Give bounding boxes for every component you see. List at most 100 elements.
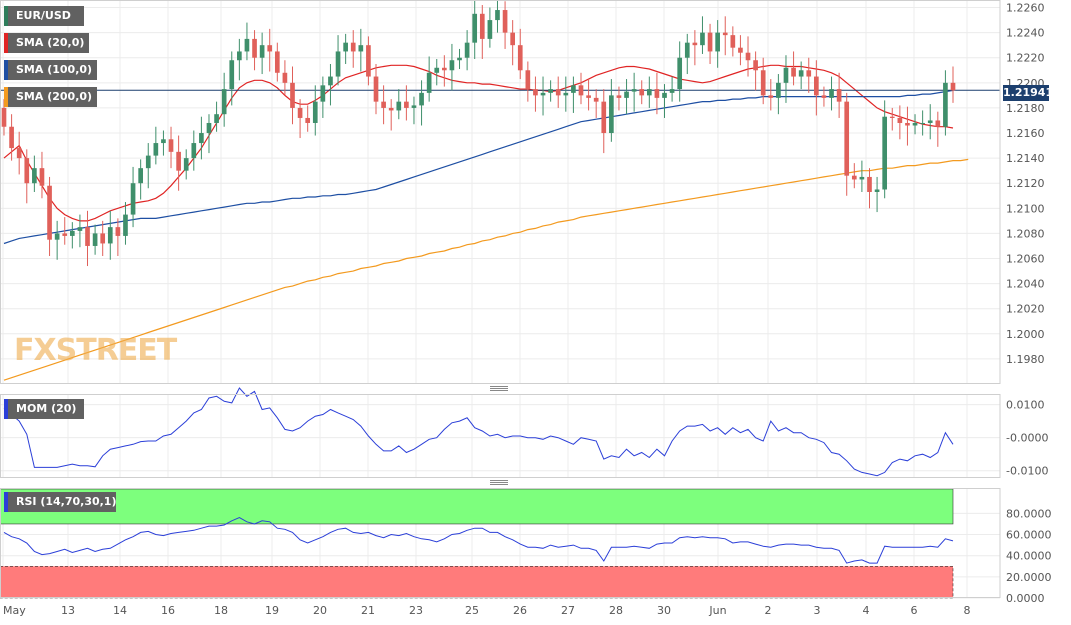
candle-body bbox=[669, 89, 675, 93]
y-tick-label: 0.0100 bbox=[1006, 399, 1045, 412]
y-tick-label: 80.0000 bbox=[1006, 507, 1052, 520]
candle-body bbox=[563, 92, 569, 96]
legend-sma200[interactable]: SMA (200,0) bbox=[4, 87, 97, 107]
candle-body bbox=[39, 168, 45, 186]
y-tick-label: 1.2120 bbox=[1006, 177, 1045, 190]
candle-body bbox=[161, 139, 166, 144]
candle-body bbox=[358, 45, 364, 52]
x-tick-label: 18 bbox=[214, 604, 228, 617]
x-tick-label: 2 bbox=[765, 604, 772, 617]
candle-body bbox=[54, 233, 60, 240]
rsi-bands bbox=[0, 488, 954, 599]
candle-body bbox=[457, 57, 462, 61]
y-tick-label: 1.2080 bbox=[1006, 227, 1045, 240]
candle-body bbox=[836, 89, 842, 102]
candle-body bbox=[533, 89, 538, 96]
y-tick-label: -0.0100 bbox=[1006, 465, 1048, 478]
candle-body bbox=[176, 151, 181, 171]
candle-body bbox=[419, 92, 424, 106]
legend-mom[interactable]: MOM (20) bbox=[4, 399, 84, 419]
y-tick-label: 1.2020 bbox=[1006, 303, 1045, 316]
candle-body bbox=[221, 89, 227, 115]
candle-body bbox=[396, 101, 402, 111]
price-candles bbox=[1, 0, 956, 267]
pane-frame bbox=[0, 488, 1001, 598]
candle-body bbox=[343, 42, 348, 52]
candle-body bbox=[654, 89, 660, 98]
candle-body bbox=[646, 89, 652, 96]
legend-swatch bbox=[4, 33, 8, 53]
candle-body bbox=[312, 101, 318, 123]
candle-body bbox=[905, 122, 910, 126]
y-tick-label: 1.2160 bbox=[1006, 127, 1045, 140]
y-tick-label: 1.2180 bbox=[1006, 102, 1045, 115]
sma-line bbox=[3, 158, 969, 381]
candle-body bbox=[85, 227, 90, 246]
legend-symbol[interactable]: EUR/USD bbox=[4, 6, 84, 26]
candle-body bbox=[677, 57, 683, 90]
candle-body bbox=[616, 95, 622, 98]
x-tick-label: 30 bbox=[657, 604, 671, 617]
candle-body bbox=[229, 60, 235, 90]
candle-body bbox=[426, 72, 432, 93]
y-tick-label: 1.2140 bbox=[1006, 152, 1045, 165]
y-tick-label: 1.2000 bbox=[1006, 328, 1045, 341]
legend-mom-label: MOM (20) bbox=[16, 402, 77, 415]
x-tick-label: 16 bbox=[161, 604, 175, 617]
pane-splitter-handle[interactable] bbox=[490, 480, 508, 485]
candle-body bbox=[821, 95, 827, 98]
candle-body bbox=[768, 95, 774, 98]
candle-body bbox=[601, 101, 607, 134]
candle-body bbox=[100, 233, 106, 244]
candle-body bbox=[62, 233, 68, 236]
candle-body bbox=[183, 158, 189, 171]
legend-symbol-label: EUR/USD bbox=[16, 9, 71, 22]
candle-body bbox=[882, 116, 888, 190]
y-tick-label: 1.2100 bbox=[1006, 202, 1045, 215]
candle-body bbox=[517, 45, 523, 71]
candle-body bbox=[814, 76, 819, 96]
sma-line bbox=[3, 64, 954, 222]
candle-body bbox=[874, 189, 880, 192]
x-tick-label: 21 bbox=[361, 604, 375, 617]
candle-body bbox=[153, 143, 159, 156]
candle-body bbox=[578, 85, 584, 96]
legend-swatch bbox=[4, 399, 8, 419]
candle-body bbox=[335, 51, 341, 77]
candle-body bbox=[548, 89, 553, 93]
candle-body bbox=[328, 76, 333, 86]
y-tick-label: 40.0000 bbox=[1006, 550, 1052, 563]
candle-body bbox=[350, 42, 356, 52]
x-tick-label: 28 bbox=[609, 604, 623, 617]
x-tick-label: 25 bbox=[465, 604, 479, 617]
candle-body bbox=[593, 97, 599, 102]
x-tick-label: 14 bbox=[113, 604, 127, 617]
candle-body bbox=[730, 35, 736, 48]
legend-rsi[interactable]: RSI (14,70,30,1) bbox=[4, 492, 116, 512]
y-tick-label: 0.0000 bbox=[1006, 592, 1045, 605]
legend-sma100[interactable]: SMA (100,0) bbox=[4, 60, 97, 80]
candle-body bbox=[700, 32, 705, 46]
candle-body bbox=[366, 45, 371, 77]
x-tick-label: 20 bbox=[313, 604, 327, 617]
x-tick-label: 26 bbox=[513, 604, 527, 617]
legend-swatch bbox=[4, 60, 8, 80]
sma-line bbox=[3, 89, 954, 245]
candle-body bbox=[464, 42, 470, 58]
candle-body bbox=[69, 230, 75, 236]
candle-body bbox=[442, 67, 447, 71]
candle-body bbox=[297, 107, 303, 118]
pane-splitter-handle[interactable] bbox=[490, 386, 508, 391]
candle-body bbox=[305, 117, 311, 123]
candle-body bbox=[290, 82, 295, 108]
x-tick-label: 23 bbox=[409, 604, 423, 617]
pane-frame bbox=[0, 0, 1001, 384]
candle-body bbox=[624, 91, 629, 98]
x-tick-label: 6 bbox=[911, 604, 918, 617]
candle-body bbox=[798, 70, 804, 77]
x-tick-label: May bbox=[3, 604, 26, 617]
legend-sma20[interactable]: SMA (20,0) bbox=[4, 33, 89, 53]
candle-body bbox=[639, 89, 645, 96]
candle-body bbox=[707, 32, 713, 52]
